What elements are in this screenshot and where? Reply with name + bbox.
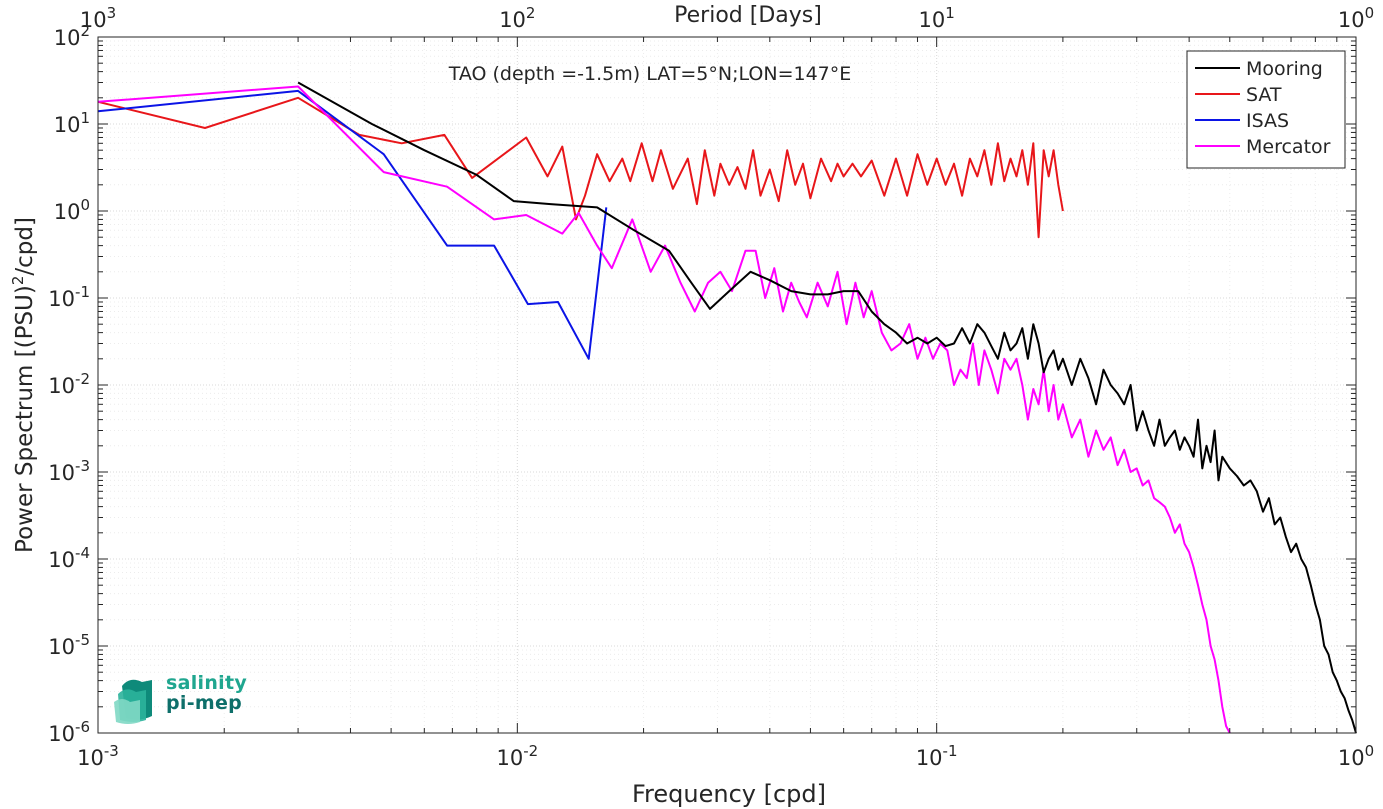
x-tick-label: 100 (1338, 742, 1374, 770)
grid (97, 37, 1356, 734)
chart-title: TAO (depth =-1.5m) LAT=5°N;LON=147°E (448, 63, 852, 85)
x-tick-label: 10-2 (496, 742, 538, 770)
top-axis-label: Period [Days] (674, 3, 822, 28)
x-tick-label: 10-3 (77, 742, 119, 770)
legend-box (1186, 50, 1346, 169)
legend-label-sat: SAT (1246, 84, 1282, 106)
y-axis-label: Power Spectrum [(PSU)2/cpd] (9, 217, 38, 553)
legend-label-mooring: Mooring (1246, 58, 1323, 80)
series-line-mercator (97, 85, 1231, 734)
series-line-isas (97, 89, 608, 360)
y-tick-label: 101 (54, 109, 90, 137)
logo-line2: pi-mep (166, 692, 243, 714)
series-line-sat (97, 96, 1064, 239)
y-tick-label: 10-6 (48, 718, 90, 746)
logo-line1: salinity (166, 672, 248, 694)
logo-waves-icon (114, 679, 152, 724)
ticks (97, 36, 1357, 734)
top-tick-label: 103 (80, 4, 116, 32)
x-axis-label: Frequency [cpd] (632, 780, 826, 808)
series-line-mooring (297, 81, 1357, 734)
legend-label-mercator: Mercator (1246, 136, 1331, 158)
y-tick-label: 100 (54, 196, 90, 224)
top-tick-label: 100 (1338, 4, 1374, 32)
legend: Mooring SAT ISAS Mercator (1186, 50, 1346, 169)
y-tick-label: 10-5 (48, 631, 90, 659)
y-tick-label: 10-3 (48, 457, 90, 485)
y-tick-label: 102 (54, 22, 90, 50)
salinity-pi-mep-logo: salinity pi-mep (112, 670, 252, 726)
top-tick-label: 101 (919, 4, 955, 32)
x-tick-label: 10-1 (916, 742, 958, 770)
y-tick-label: 10-4 (48, 544, 90, 572)
y-tick-label: 10-1 (48, 283, 90, 311)
legend-label-isas: ISAS (1246, 110, 1289, 132)
plot-frame (97, 36, 1357, 734)
top-tick-label: 102 (499, 4, 535, 32)
series-layer (97, 81, 1357, 734)
y-tick-label: 10-2 (48, 370, 90, 398)
